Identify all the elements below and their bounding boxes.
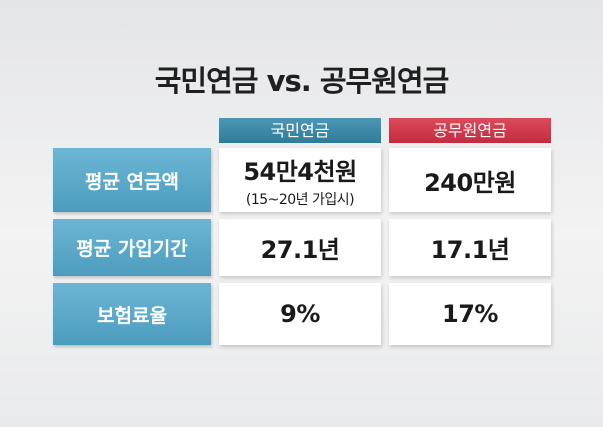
row-label: 보험료율 [53,283,211,345]
cell: 17% [389,283,551,345]
cell-note: (15~20년 가입시) [245,191,355,208]
cell-value: 27.1년 [260,236,340,264]
cell: 27.1년 [219,219,381,276]
cell: 17.1년 [389,219,551,276]
row-label: 평균 연금액 [53,148,211,212]
cell-value: 17.1년 [430,236,510,264]
cell-value: 54만4천원 [243,157,357,186]
cell-value: 9% [280,300,320,328]
column-header: 공무원연금 [389,118,551,143]
row-label: 평균 가입기간 [53,219,211,276]
cell-value: 17% [442,300,498,328]
cell: 9% [219,283,381,345]
cell-value: 240만원 [424,168,516,197]
cell: 54만4천원 (15~20년 가입시) [219,148,381,212]
column-header: 국민연금 [219,118,381,143]
cell: 240만원 [389,148,551,212]
title: 국민연금 vs. 공무원연금 [154,64,450,98]
